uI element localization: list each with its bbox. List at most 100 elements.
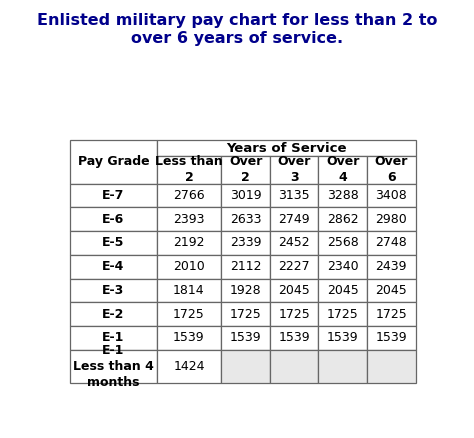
Bar bbox=[367, 208, 416, 231]
Bar bbox=[270, 255, 319, 279]
Bar bbox=[319, 255, 367, 279]
Bar bbox=[221, 279, 270, 302]
Text: 2633: 2633 bbox=[230, 213, 261, 226]
Text: E-5: E-5 bbox=[102, 237, 125, 250]
Bar bbox=[70, 302, 156, 326]
Text: 1539: 1539 bbox=[375, 332, 407, 344]
Text: E-1
Less than 4
months: E-1 Less than 4 months bbox=[73, 344, 154, 389]
Bar bbox=[367, 255, 416, 279]
Bar bbox=[319, 208, 367, 231]
Bar bbox=[319, 302, 367, 326]
Text: 2568: 2568 bbox=[327, 237, 359, 250]
Bar bbox=[156, 326, 221, 350]
Bar bbox=[270, 184, 319, 208]
Text: 2439: 2439 bbox=[375, 260, 407, 273]
Bar bbox=[221, 326, 270, 350]
Bar bbox=[270, 231, 319, 255]
Text: Over
3: Over 3 bbox=[277, 155, 311, 184]
Bar bbox=[367, 326, 416, 350]
Text: 2339: 2339 bbox=[230, 237, 261, 250]
Text: 1539: 1539 bbox=[173, 332, 205, 344]
Bar bbox=[70, 279, 156, 302]
Bar bbox=[156, 302, 221, 326]
Bar bbox=[156, 208, 221, 231]
Text: 2340: 2340 bbox=[327, 260, 358, 273]
Bar bbox=[367, 350, 416, 383]
Bar bbox=[70, 326, 156, 350]
Bar bbox=[319, 350, 367, 383]
Bar bbox=[70, 350, 156, 383]
Bar bbox=[221, 350, 270, 383]
Text: 2393: 2393 bbox=[173, 213, 205, 226]
Bar bbox=[367, 231, 416, 255]
Bar bbox=[70, 231, 156, 255]
Text: 2452: 2452 bbox=[278, 237, 310, 250]
Text: 1725: 1725 bbox=[278, 307, 310, 321]
Text: 2749: 2749 bbox=[278, 213, 310, 226]
Bar bbox=[70, 184, 156, 208]
Text: 2112: 2112 bbox=[230, 260, 261, 273]
Text: 1725: 1725 bbox=[375, 307, 407, 321]
Text: E-7: E-7 bbox=[102, 189, 125, 202]
Text: Years of Service: Years of Service bbox=[226, 142, 346, 155]
Text: 1539: 1539 bbox=[327, 332, 358, 344]
Bar bbox=[367, 279, 416, 302]
Text: 3135: 3135 bbox=[278, 189, 310, 202]
Text: 3019: 3019 bbox=[230, 189, 262, 202]
Bar bbox=[270, 350, 319, 383]
Bar bbox=[221, 231, 270, 255]
Text: E-2: E-2 bbox=[102, 307, 125, 321]
Text: 2045: 2045 bbox=[327, 284, 359, 297]
Text: Pay Grade: Pay Grade bbox=[78, 155, 149, 169]
Bar bbox=[70, 140, 156, 184]
Text: 2980: 2980 bbox=[375, 213, 407, 226]
Bar bbox=[156, 279, 221, 302]
Bar bbox=[156, 156, 221, 184]
Text: 1725: 1725 bbox=[327, 307, 359, 321]
Bar bbox=[319, 326, 367, 350]
Text: 2045: 2045 bbox=[375, 284, 407, 297]
Text: E-3: E-3 bbox=[102, 284, 125, 297]
Bar bbox=[70, 255, 156, 279]
Text: 1725: 1725 bbox=[173, 307, 205, 321]
Text: 1539: 1539 bbox=[278, 332, 310, 344]
Text: E-4: E-4 bbox=[102, 260, 125, 273]
Bar bbox=[319, 231, 367, 255]
Text: Over
6: Over 6 bbox=[374, 155, 408, 184]
Bar bbox=[270, 302, 319, 326]
Bar bbox=[70, 208, 156, 231]
Text: 2748: 2748 bbox=[375, 237, 407, 250]
Bar bbox=[270, 156, 319, 184]
Text: 1814: 1814 bbox=[173, 284, 205, 297]
Bar bbox=[221, 255, 270, 279]
Bar bbox=[221, 208, 270, 231]
Text: Less than
2: Less than 2 bbox=[155, 155, 223, 184]
Bar bbox=[156, 184, 221, 208]
Text: 2045: 2045 bbox=[278, 284, 310, 297]
Text: Enlisted military pay chart for less than 2 to
over 6 years of service.: Enlisted military pay chart for less tha… bbox=[37, 13, 437, 46]
Bar bbox=[319, 279, 367, 302]
Bar bbox=[156, 255, 221, 279]
Text: 1539: 1539 bbox=[230, 332, 262, 344]
Text: 2227: 2227 bbox=[278, 260, 310, 273]
Text: 2862: 2862 bbox=[327, 213, 358, 226]
Bar bbox=[319, 184, 367, 208]
Bar bbox=[270, 326, 319, 350]
Bar bbox=[367, 184, 416, 208]
Text: 2010: 2010 bbox=[173, 260, 205, 273]
Text: 3288: 3288 bbox=[327, 189, 359, 202]
Text: 1424: 1424 bbox=[173, 360, 205, 373]
Bar bbox=[156, 350, 221, 383]
Bar bbox=[319, 156, 367, 184]
Text: Over
2: Over 2 bbox=[229, 155, 262, 184]
Bar bbox=[270, 208, 319, 231]
Bar bbox=[367, 156, 416, 184]
Text: Over
4: Over 4 bbox=[326, 155, 359, 184]
Text: 1928: 1928 bbox=[230, 284, 262, 297]
Bar bbox=[156, 231, 221, 255]
Text: 2766: 2766 bbox=[173, 189, 205, 202]
Bar bbox=[221, 302, 270, 326]
Bar bbox=[367, 302, 416, 326]
Bar bbox=[221, 156, 270, 184]
Bar bbox=[221, 184, 270, 208]
